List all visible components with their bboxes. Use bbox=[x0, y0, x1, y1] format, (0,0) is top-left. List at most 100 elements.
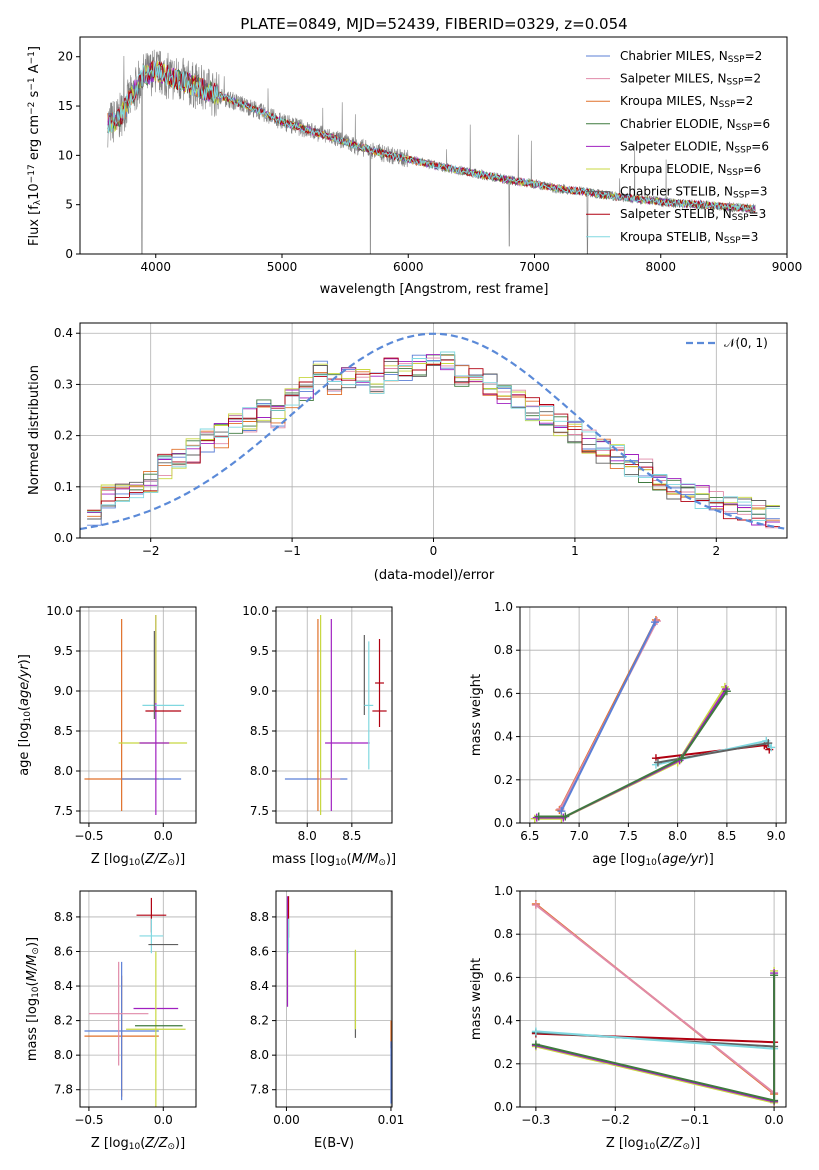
label-part: 10 bbox=[645, 858, 657, 868]
x-tick-label: 0.0 bbox=[765, 1113, 784, 1127]
label-part: SSP bbox=[733, 191, 750, 201]
plot-area bbox=[107, 49, 756, 254]
x-tick-label: −1 bbox=[283, 544, 301, 558]
label-part: 10 bbox=[335, 858, 347, 868]
y-axis-label: age [log10(age/yr)] bbox=[17, 654, 33, 776]
label-part: mass weight bbox=[469, 958, 484, 1040]
label-part: erg cm bbox=[27, 115, 42, 164]
label-part: =3 bbox=[749, 207, 767, 221]
normal-curve bbox=[80, 332, 785, 531]
label-part: Salpeter STELIB, N bbox=[620, 207, 732, 221]
label-part: =2 bbox=[736, 94, 754, 108]
axes-frame bbox=[519, 890, 787, 1108]
x-axis-label: age [log10(age/yr)] bbox=[592, 852, 714, 868]
x-tick-label: 6.5 bbox=[520, 829, 539, 843]
label-part: Z [log bbox=[91, 852, 129, 867]
axes-frame bbox=[79, 36, 788, 255]
label-part: Kroupa MILES, N bbox=[620, 94, 719, 108]
legend-entry: Kroupa MILES, NSSP=2 bbox=[620, 94, 753, 110]
x-tick-label: 0.0 bbox=[154, 829, 173, 843]
y-tick-label: 8.6 bbox=[54, 944, 73, 958]
y-tick-label: 8.0 bbox=[54, 764, 73, 778]
x-tick-label: 6000 bbox=[393, 260, 424, 274]
y-tick-label: 8.2 bbox=[250, 1014, 269, 1028]
label-part: Salpeter MILES, N bbox=[620, 72, 727, 86]
legend-entry: Chabrier ELODIE, NSSP=6 bbox=[620, 117, 770, 133]
legend-entry: Salpeter MILES, NSSP=2 bbox=[620, 72, 761, 88]
label-part: ⊙ bbox=[682, 1142, 690, 1152]
mass-vs-ebv-panel: 0.00 0.01 7.8 8.0 8.2 8.4 8.6 8.8 E(B-V) bbox=[250, 890, 404, 1151]
label-part: )] bbox=[175, 1136, 185, 1151]
y-tick-label: 8.4 bbox=[54, 979, 73, 993]
x-tick-label: −0.1 bbox=[680, 1113, 709, 1127]
age-vs-mass-panel: 8.0 8.5 7.5 8.0 8.5 9.0 9.5 10.0 mass [log10(M/M… bbox=[242, 604, 396, 868]
weight-line-chabrier_elodie bbox=[538, 690, 728, 818]
plot-area bbox=[80, 607, 196, 823]
label-part: 10 bbox=[27, 183, 42, 200]
label-part: ] bbox=[27, 46, 42, 51]
y-axis-label: mass weight bbox=[469, 674, 484, 756]
y-tick-label: 0.1 bbox=[54, 480, 73, 494]
axes-frame bbox=[275, 890, 393, 1108]
y-tick-label: 0.4 bbox=[494, 1014, 513, 1028]
x-tick-label: 0.00 bbox=[273, 1113, 300, 1127]
y-tick-label: 0.6 bbox=[494, 686, 513, 700]
y-tick-label: 5 bbox=[65, 198, 73, 212]
label-part: age/yr bbox=[17, 663, 32, 706]
y-tick-label: 0.0 bbox=[494, 816, 513, 830]
x-tick-label: 4000 bbox=[140, 260, 171, 274]
legend-entry: Chabrier STELIB, NSSP=3 bbox=[620, 185, 768, 201]
label-part: 𝒩(0, 1) bbox=[724, 336, 768, 350]
y-tick-label: 0.2 bbox=[54, 429, 73, 443]
label-part: )] bbox=[175, 852, 185, 867]
label-part: ⊙ bbox=[167, 858, 175, 868]
y-tick-label: 0.0 bbox=[54, 531, 73, 545]
label-part: age [log bbox=[592, 852, 645, 867]
y-tick-label: 0.2 bbox=[494, 1057, 513, 1071]
histogram-salpeter_stelib bbox=[87, 357, 780, 528]
label-part: (data-model)/error bbox=[374, 568, 495, 583]
y-tick-label: 7.8 bbox=[250, 1083, 269, 1097]
x-tick-label: 5000 bbox=[267, 260, 298, 274]
y-tick-label: 15 bbox=[58, 99, 73, 113]
label-part: =6 bbox=[751, 139, 769, 153]
y-tick-label: 1.0 bbox=[494, 600, 513, 614]
label-part: M/M bbox=[25, 955, 40, 982]
plot-area bbox=[80, 891, 196, 1107]
weight-line-kroupa_elodie bbox=[535, 970, 776, 1104]
label-part: λ bbox=[33, 199, 43, 205]
label-part: mass weight bbox=[469, 674, 484, 756]
y-tick-label: 0.4 bbox=[494, 730, 513, 744]
label-part: SSP bbox=[736, 123, 753, 133]
y-tick-label: 9.5 bbox=[250, 644, 269, 658]
label-part: ⊙ bbox=[167, 1142, 175, 1152]
x-tick-label: 7.0 bbox=[570, 829, 589, 843]
figure-title: PLATE=0849, MJD=52439, FIBERID=0329, z=0… bbox=[240, 15, 627, 33]
y-tick-label: 8.0 bbox=[54, 1048, 73, 1062]
label-part: wavelength [Angstrom, rest frame] bbox=[320, 282, 549, 297]
legend-entry: Salpeter ELODIE, NSSP=6 bbox=[620, 139, 769, 155]
x-axis-label: Z [log10(Z/Z⊙)] bbox=[91, 852, 185, 868]
mass-vs-z-panel: −0.5 0.07.88.08.28.48.68.8Z [log10(Z/Z⊙)]… bbox=[25, 890, 197, 1152]
label-part: )] bbox=[690, 1136, 700, 1151]
label-part: 10 bbox=[644, 1142, 656, 1152]
y-axis-label: Normed distribution bbox=[27, 365, 42, 495]
label-part: 10 bbox=[31, 986, 41, 998]
plot-area bbox=[520, 891, 786, 1107]
y-axis-label: mass weight bbox=[469, 958, 484, 1040]
y-tick-label: 8.0 bbox=[250, 764, 269, 778]
y-tick-label: 8.8 bbox=[250, 910, 269, 924]
y-tick-label: 8.4 bbox=[250, 979, 269, 993]
y-tick-label: 9.0 bbox=[250, 684, 269, 698]
label-part: =6 bbox=[743, 162, 761, 176]
legend-entry: 𝒩(0, 1) bbox=[724, 336, 768, 350]
y-tick-label: 20 bbox=[58, 50, 73, 64]
legend-entry: Kroupa STELIB, NSSP=3 bbox=[620, 230, 758, 246]
label-part: )] bbox=[17, 654, 32, 664]
label-part: Flux [f bbox=[27, 205, 42, 246]
x-tick-label: −0.5 bbox=[74, 829, 103, 843]
y-tick-label: 8.0 bbox=[250, 1048, 269, 1062]
y-tick-label: 8.6 bbox=[250, 944, 269, 958]
label-part: =3 bbox=[741, 230, 759, 244]
label-part: ⊙ bbox=[31, 947, 41, 955]
